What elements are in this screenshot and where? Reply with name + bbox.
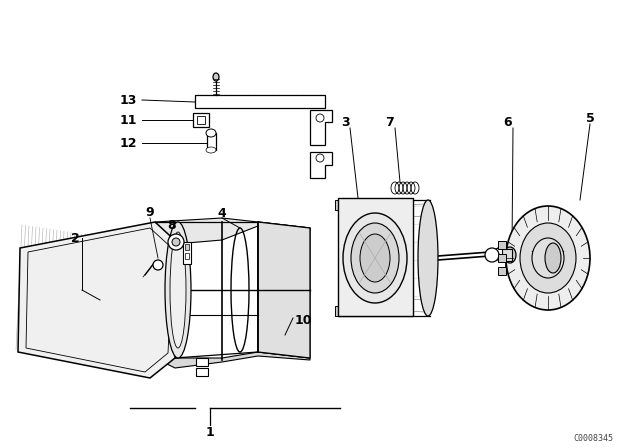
Ellipse shape — [153, 260, 163, 270]
Polygon shape — [310, 110, 332, 145]
Ellipse shape — [520, 223, 576, 293]
Bar — [207, 133, 216, 150]
Bar — [197, 116, 205, 124]
Text: 7: 7 — [386, 116, 394, 129]
Ellipse shape — [506, 206, 590, 310]
Bar — [183, 242, 191, 264]
Ellipse shape — [343, 213, 407, 303]
Ellipse shape — [418, 200, 438, 316]
Polygon shape — [155, 218, 310, 244]
Bar — [335, 306, 343, 316]
Bar — [498, 254, 506, 262]
Bar — [498, 267, 506, 275]
Text: 5: 5 — [586, 112, 595, 125]
Text: 8: 8 — [168, 219, 176, 232]
Bar — [185, 244, 189, 250]
Text: 11: 11 — [120, 113, 137, 126]
Bar — [196, 358, 208, 366]
Ellipse shape — [532, 238, 564, 278]
Text: C0008345: C0008345 — [573, 434, 613, 443]
Text: 13: 13 — [120, 94, 137, 107]
Ellipse shape — [316, 114, 324, 122]
Ellipse shape — [172, 238, 180, 246]
Polygon shape — [310, 152, 332, 178]
Polygon shape — [18, 222, 180, 378]
Ellipse shape — [316, 154, 324, 162]
Ellipse shape — [213, 73, 219, 81]
Text: 4: 4 — [218, 207, 227, 220]
Bar — [338, 198, 413, 316]
Polygon shape — [155, 352, 310, 368]
Bar — [195, 95, 325, 108]
Bar — [502, 249, 512, 261]
Text: 6: 6 — [504, 116, 512, 129]
Bar — [196, 368, 208, 376]
Text: 1: 1 — [205, 426, 214, 439]
Ellipse shape — [351, 223, 399, 293]
Ellipse shape — [170, 232, 186, 348]
Bar — [498, 241, 506, 249]
Polygon shape — [258, 222, 310, 358]
Ellipse shape — [206, 147, 216, 153]
Bar — [185, 253, 189, 259]
Text: 12: 12 — [120, 137, 137, 150]
Text: 3: 3 — [340, 116, 349, 129]
Bar — [193, 113, 209, 127]
Bar — [335, 200, 343, 210]
Text: 2: 2 — [70, 232, 79, 245]
Ellipse shape — [165, 222, 191, 358]
Text: 9: 9 — [146, 206, 154, 219]
Ellipse shape — [545, 243, 561, 273]
Ellipse shape — [168, 234, 184, 250]
Ellipse shape — [206, 129, 216, 137]
Ellipse shape — [485, 248, 499, 262]
Ellipse shape — [504, 247, 516, 263]
Polygon shape — [258, 222, 310, 358]
Ellipse shape — [360, 234, 390, 282]
Text: 10: 10 — [295, 314, 312, 327]
